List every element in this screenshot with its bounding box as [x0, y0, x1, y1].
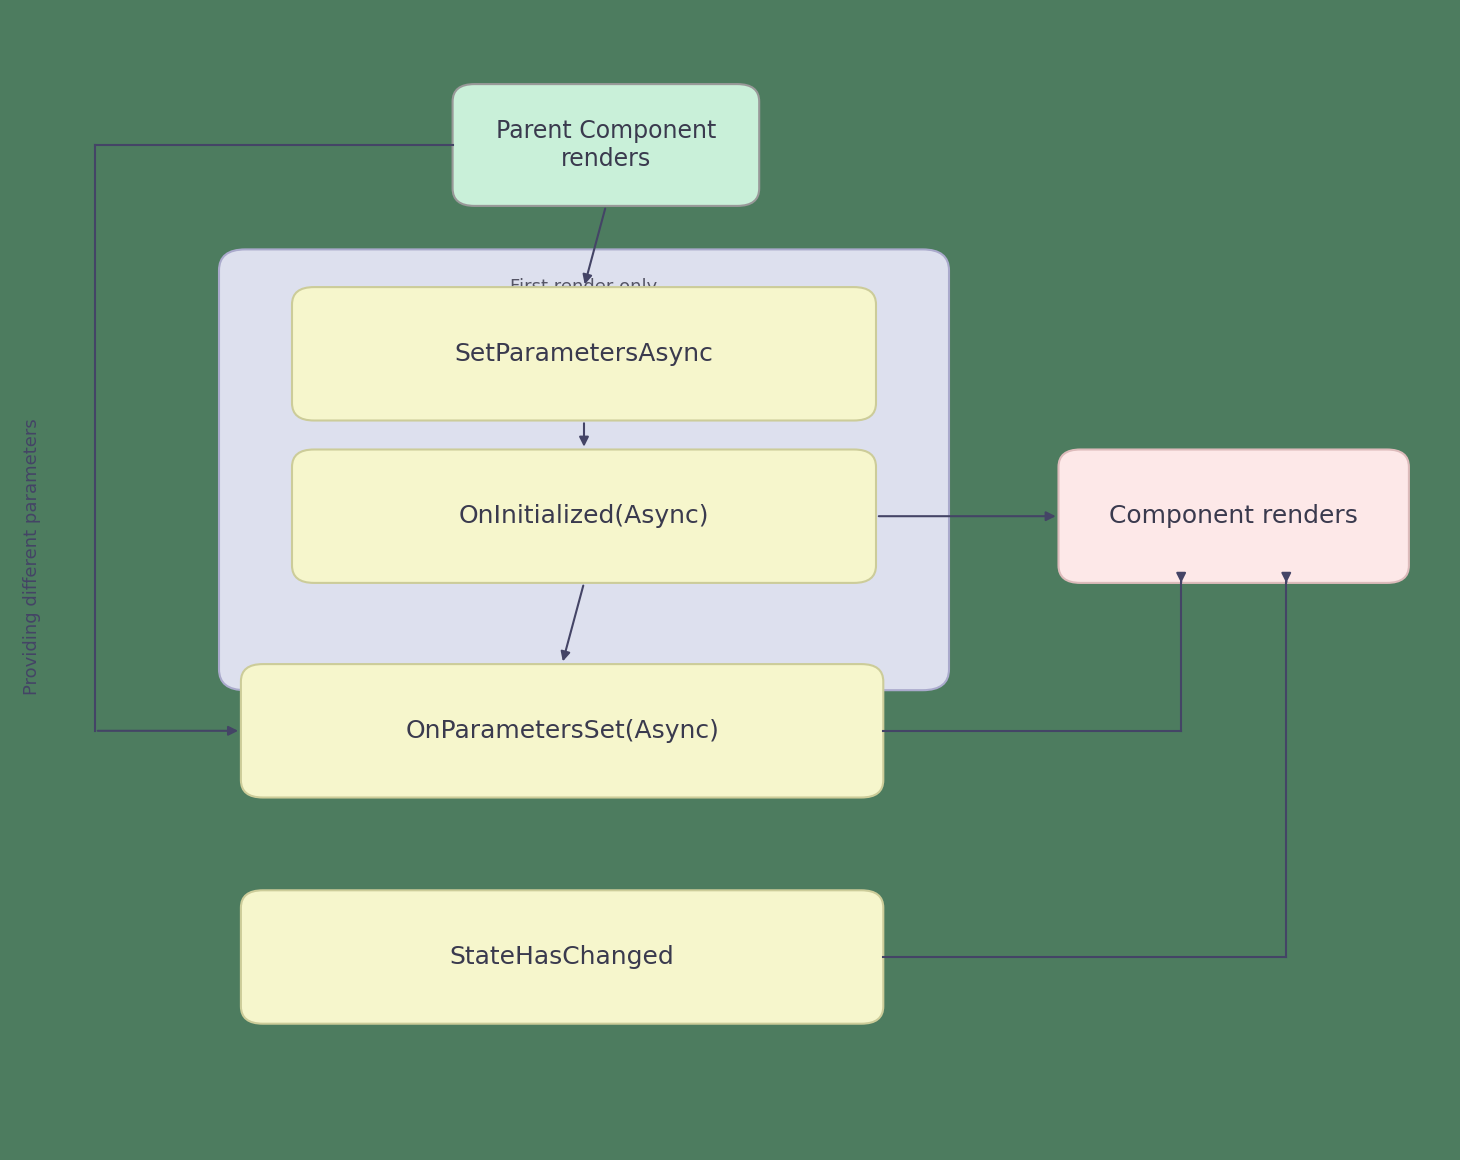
FancyBboxPatch shape [292, 288, 876, 421]
FancyBboxPatch shape [453, 84, 759, 206]
FancyBboxPatch shape [219, 249, 949, 690]
Text: OnParametersSet(Async): OnParametersSet(Async) [406, 719, 718, 742]
FancyBboxPatch shape [292, 449, 876, 582]
Text: SetParametersAsync: SetParametersAsync [454, 342, 714, 365]
FancyBboxPatch shape [1058, 449, 1409, 582]
Text: First render only: First render only [511, 278, 657, 297]
Text: Parent Component
renders: Parent Component renders [496, 119, 715, 171]
Text: Component renders: Component renders [1110, 505, 1358, 528]
Text: Providing different parameters: Providing different parameters [23, 419, 41, 695]
Text: StateHasChanged: StateHasChanged [450, 945, 675, 969]
FancyBboxPatch shape [241, 891, 883, 1024]
FancyBboxPatch shape [241, 664, 883, 798]
Text: OnInitialized(Async): OnInitialized(Async) [458, 505, 710, 528]
